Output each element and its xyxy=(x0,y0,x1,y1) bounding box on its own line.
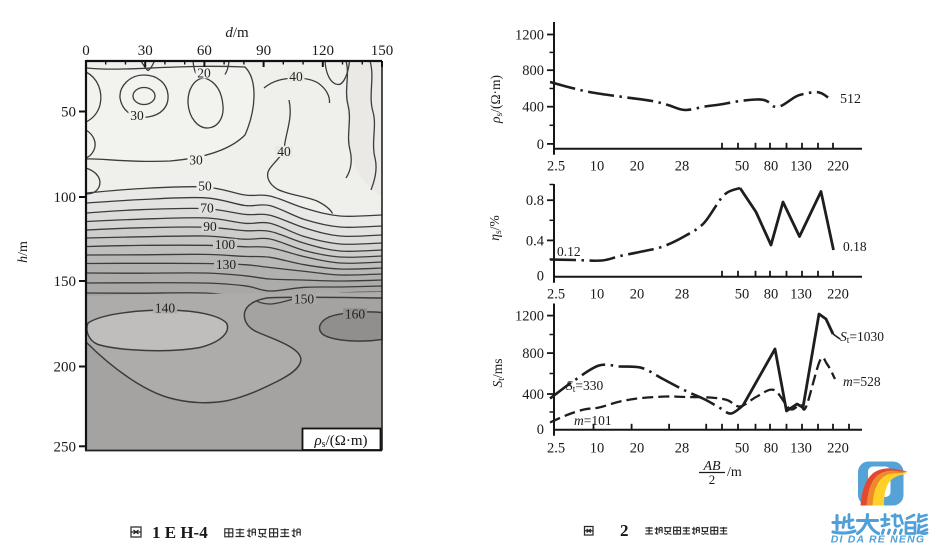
svg-text:0.4: 0.4 xyxy=(526,233,545,249)
svg-text:220: 220 xyxy=(827,287,849,303)
svg-text:m=101: m=101 xyxy=(574,413,612,428)
svg-text:150: 150 xyxy=(294,292,315,307)
svg-text:0.18: 0.18 xyxy=(843,239,867,254)
svg-text:St/ms: St/ms xyxy=(490,359,507,388)
svg-text:St=1030: St=1030 xyxy=(840,329,884,346)
svg-text:0: 0 xyxy=(537,422,544,438)
svg-text:130: 130 xyxy=(790,159,812,175)
svg-text:ηs/%: ηs/% xyxy=(487,215,504,240)
svg-text:10: 10 xyxy=(590,287,605,303)
svg-text:h/m: h/m xyxy=(16,241,31,263)
svg-text:ρs/(Ω·m): ρs/(Ω·m) xyxy=(313,433,367,450)
svg-text:10: 10 xyxy=(590,159,605,175)
svg-text:m=528: m=528 xyxy=(843,374,881,389)
svg-text:0.12: 0.12 xyxy=(557,244,581,259)
svg-text:100: 100 xyxy=(54,190,77,206)
svg-text:60: 60 xyxy=(197,43,212,59)
svg-text:St=330: St=330 xyxy=(566,378,604,395)
svg-text:100: 100 xyxy=(215,237,236,252)
svg-text:220: 220 xyxy=(827,159,849,175)
svg-text:140: 140 xyxy=(155,301,176,316)
svg-text:130: 130 xyxy=(216,257,237,272)
svg-text:50: 50 xyxy=(735,159,750,175)
svg-text:512: 512 xyxy=(840,92,861,107)
svg-text:40: 40 xyxy=(289,69,303,84)
svg-text:1 E H-4: 1 E H-4 xyxy=(152,523,208,542)
svg-text:50: 50 xyxy=(735,287,750,303)
svg-text:28: 28 xyxy=(675,287,690,303)
svg-text:10: 10 xyxy=(590,441,605,457)
svg-text:2.5: 2.5 xyxy=(547,441,565,457)
svg-text:28: 28 xyxy=(675,441,690,457)
svg-text:DI DA RE NENG: DI DA RE NENG xyxy=(831,534,926,546)
svg-text:28: 28 xyxy=(675,159,690,175)
svg-text:/m: /m xyxy=(727,465,742,480)
svg-text:800: 800 xyxy=(522,346,544,362)
svg-text:2.5: 2.5 xyxy=(547,287,565,303)
svg-text:130: 130 xyxy=(790,287,812,303)
svg-text:400: 400 xyxy=(522,387,544,403)
svg-text:0: 0 xyxy=(537,269,544,285)
svg-text:AB: AB xyxy=(702,459,721,474)
svg-text:400: 400 xyxy=(522,100,544,116)
svg-text:20: 20 xyxy=(630,159,645,175)
svg-text:50: 50 xyxy=(198,179,212,194)
svg-text:80: 80 xyxy=(764,287,779,303)
svg-text:250: 250 xyxy=(54,439,77,455)
svg-text:30: 30 xyxy=(189,153,203,168)
svg-text:0.8: 0.8 xyxy=(526,193,544,209)
svg-text:2.5: 2.5 xyxy=(547,159,565,175)
svg-text:d/m: d/m xyxy=(225,25,249,41)
svg-text:30: 30 xyxy=(138,43,153,59)
svg-text:800: 800 xyxy=(522,63,544,79)
svg-text:30: 30 xyxy=(130,108,144,123)
svg-text:200: 200 xyxy=(54,360,77,376)
svg-text:2: 2 xyxy=(709,472,716,487)
svg-text:50: 50 xyxy=(61,105,76,121)
svg-text:20: 20 xyxy=(197,66,211,81)
svg-text:70: 70 xyxy=(200,201,214,216)
svg-text:0: 0 xyxy=(537,137,544,153)
svg-text:50: 50 xyxy=(735,441,750,457)
svg-text:80: 80 xyxy=(764,159,779,175)
svg-text:80: 80 xyxy=(764,441,779,457)
svg-text:1200: 1200 xyxy=(515,309,544,325)
svg-text:90: 90 xyxy=(203,219,217,234)
svg-text:ρs/(Ω·m): ρs/(Ω·m) xyxy=(488,75,505,124)
svg-text:40: 40 xyxy=(277,144,291,159)
svg-text:2: 2 xyxy=(620,521,629,540)
svg-text:120: 120 xyxy=(312,43,335,59)
svg-text:90: 90 xyxy=(256,43,271,59)
svg-text:0: 0 xyxy=(82,43,90,59)
svg-text:150: 150 xyxy=(54,274,77,290)
svg-text:220: 220 xyxy=(827,441,849,457)
svg-text:160: 160 xyxy=(345,307,366,322)
svg-text:20: 20 xyxy=(630,441,645,457)
svg-text:1200: 1200 xyxy=(515,28,544,44)
svg-text:130: 130 xyxy=(790,441,812,457)
svg-text:150: 150 xyxy=(371,43,394,59)
svg-text:20: 20 xyxy=(630,287,645,303)
